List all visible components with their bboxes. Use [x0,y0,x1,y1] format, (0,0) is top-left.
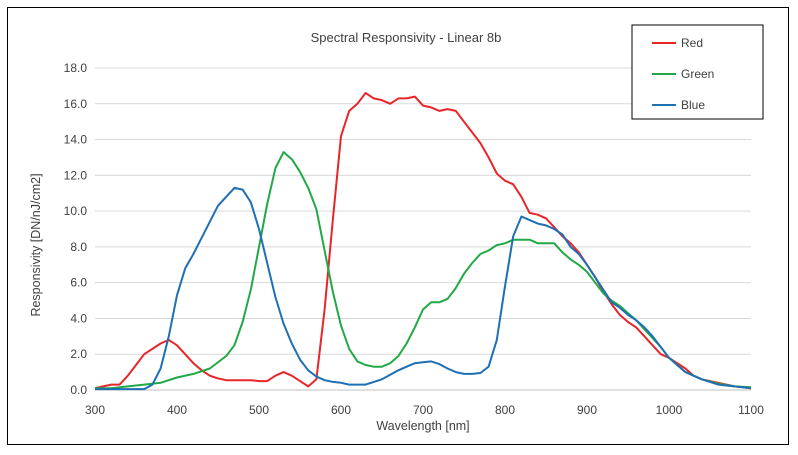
x-tick-label: 800 [495,403,515,417]
x-tick-label: 700 [413,403,433,417]
x-tick-label: 300 [85,403,105,417]
x-tick-label: 900 [577,403,597,417]
x-tick-label: 1000 [656,403,683,417]
series-line-red [94,92,752,390]
series-line-green [95,151,752,390]
y-tick-label: 2.0 [70,347,87,361]
chart-title: Spectral Responsivity - Linear 8b [311,30,502,45]
y-tick-label: 12.0 [64,168,88,182]
y-tick-label: 18.0 [64,61,88,75]
y-tick-label: 16.0 [64,97,88,111]
legend-label-blue: Blue [681,98,705,112]
x-tick-label: 400 [167,403,187,417]
grid-lines [95,67,751,355]
chart-frame: Spectral Responsivity - Linear 8b 0.0 2.0… [7,7,789,445]
series-lines [94,92,752,391]
x-axis-label: Wavelength [nm] [376,419,469,433]
y-axis-label: Responsivity [DN/nJ/cm2] [29,173,43,316]
y-tick-label: 4.0 [70,311,87,325]
legend-entries: Red Green Blue [652,36,714,112]
x-tick-labels: 300 400 500 600 700 800 900 1000 1100 [85,403,764,417]
x-tick-label: 1100 [738,403,764,417]
legend-label-green: Green [681,67,714,81]
y-tick-labels: 0.0 2.0 4.0 6.0 8.0 10.0 12.0 14.0 16.0 18.0 [64,61,88,397]
legend-label-red: Red [681,36,703,50]
x-tick-label: 600 [331,403,351,417]
x-tick-label: 500 [249,403,269,417]
legend: Red Green Blue [631,24,764,120]
series-line-blue [95,186,752,391]
legend-box [631,24,764,120]
y-tick-label: 0.0 [70,383,87,397]
y-tick-label: 10.0 [64,204,88,218]
y-tick-label: 14.0 [64,133,88,147]
y-tick-label: 6.0 [70,276,87,290]
chart-svg: Spectral Responsivity - Linear 8b 0.0 2.0… [29,24,764,433]
y-tick-label: 8.0 [70,240,87,254]
